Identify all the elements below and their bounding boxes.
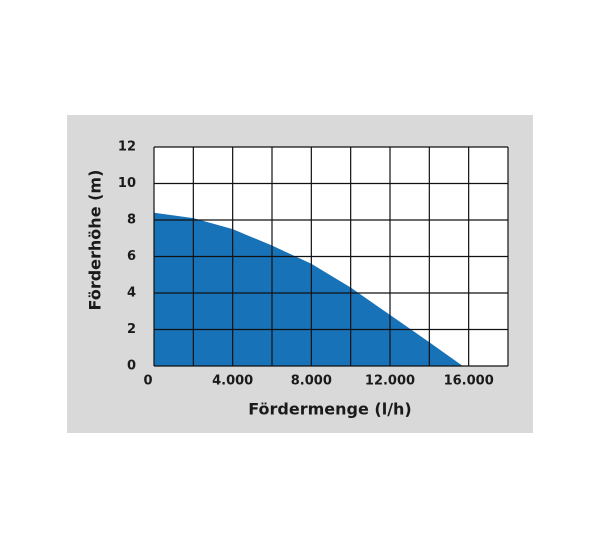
y-tick-label: 8 bbox=[127, 213, 136, 228]
x-axis-title: Fördermenge (l/h) bbox=[248, 400, 412, 419]
y-tick-label: 0 bbox=[127, 359, 136, 374]
x-tick-label: 0 bbox=[143, 374, 152, 389]
area bbox=[154, 212, 463, 366]
y-axis-title: Förderhöhe (m) bbox=[86, 170, 105, 311]
y-tick-label: 2 bbox=[127, 322, 136, 337]
y-tick-label: 4 bbox=[127, 286, 136, 301]
x-tick-label: 12.000 bbox=[365, 374, 415, 389]
y-tick-label: 12 bbox=[118, 140, 136, 155]
x-tick-label: 16.000 bbox=[444, 374, 494, 389]
x-tick-label: 4.000 bbox=[212, 374, 253, 389]
y-tick-label: 6 bbox=[127, 249, 136, 264]
y-tick-label: 10 bbox=[118, 176, 136, 191]
x-tick-label: 8.000 bbox=[291, 374, 332, 389]
